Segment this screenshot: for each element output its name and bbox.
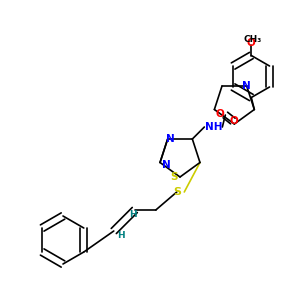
Text: O: O [230,116,239,126]
Text: CH₃: CH₃ [244,34,262,43]
Text: O: O [216,109,225,119]
Text: O: O [247,38,256,49]
Text: S: S [170,172,178,182]
Text: H: H [118,231,125,240]
Text: N: N [162,160,170,170]
Text: NH: NH [205,122,222,132]
Text: S: S [173,187,181,197]
Text: H: H [130,210,137,219]
Text: N: N [166,134,175,144]
Text: N: N [242,81,251,91]
